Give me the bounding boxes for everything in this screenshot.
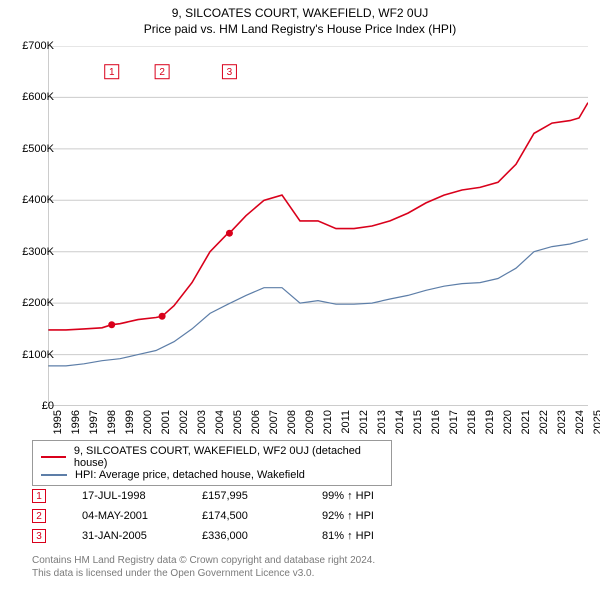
x-tick-label: 2004 (214, 410, 226, 434)
x-tick-label: 2021 (520, 410, 532, 434)
chart-page: 9, SILCOATES COURT, WAKEFIELD, WF2 0UJ P… (0, 0, 600, 590)
legend-label: HPI: Average price, detached house, Wake… (75, 469, 305, 481)
x-tick-label: 1999 (124, 410, 136, 434)
y-tick-label: £600K (22, 91, 54, 103)
transaction-pct: 81% ↑ HPI (322, 530, 422, 542)
arrow-up-icon: ↑ (347, 510, 353, 522)
x-tick-label: 1998 (106, 410, 118, 434)
transaction-marker-dot (108, 321, 115, 328)
y-tick-label: £400K (22, 194, 54, 206)
chart-subtitle: Price paid vs. HM Land Registry's House … (0, 20, 600, 40)
table-row: 3 31-JAN-2005 £336,000 81% ↑ HPI (32, 526, 422, 546)
series-hpi (48, 239, 588, 366)
x-tick-label: 2020 (502, 410, 514, 434)
transaction-price: £174,500 (202, 510, 322, 522)
transaction-marker-dot (159, 313, 166, 320)
x-tick-label: 2011 (340, 410, 352, 434)
y-tick-label: £200K (22, 297, 54, 309)
x-tick-label: 2003 (196, 410, 208, 434)
transactions-table: 1 17-JUL-1998 £157,995 99% ↑ HPI 2 04-MA… (32, 486, 422, 546)
transaction-pct: 99% ↑ HPI (322, 490, 422, 502)
y-tick-label: £700K (22, 40, 54, 52)
x-tick-label: 2008 (286, 410, 298, 434)
x-tick-label: 2025 (592, 410, 600, 434)
legend-item-hpi: HPI: Average price, detached house, Wake… (41, 469, 383, 481)
y-tick-label: £300K (22, 246, 54, 258)
x-tick-label: 2005 (232, 410, 244, 434)
x-tick-label: 2001 (160, 410, 172, 434)
x-tick-label: 2000 (142, 410, 154, 434)
x-tick-label: 1996 (70, 410, 82, 434)
transaction-date: 31-JAN-2005 (82, 530, 202, 542)
x-tick-label: 1995 (52, 410, 64, 434)
footer-line: Contains HM Land Registry data © Crown c… (32, 554, 375, 567)
transaction-marker-label: 3 (227, 67, 233, 78)
arrow-up-icon: ↑ (347, 530, 353, 542)
x-tick-label: 2024 (574, 410, 586, 434)
transaction-badge: 1 (32, 489, 46, 503)
x-tick-label: 2007 (268, 410, 280, 434)
chart-svg: 1 2 3 (48, 46, 588, 406)
x-tick-label: 2013 (376, 410, 388, 434)
transaction-marker-label: 2 (159, 67, 165, 78)
chart-title: 9, SILCOATES COURT, WAKEFIELD, WF2 0UJ (0, 0, 600, 20)
x-tick-label: 2018 (466, 410, 478, 434)
x-tick-label: 2002 (178, 410, 190, 434)
legend-swatch-property (41, 456, 66, 458)
transaction-date: 04-MAY-2001 (82, 510, 202, 522)
x-tick-label: 2009 (304, 410, 316, 434)
footer-line: This data is licensed under the Open Gov… (32, 567, 375, 580)
chart-area: 1 2 3 (48, 46, 588, 406)
transaction-marker-dot (226, 230, 233, 237)
transaction-pct: 92% ↑ HPI (322, 510, 422, 522)
transaction-price: £157,995 (202, 490, 322, 502)
legend-swatch-hpi (41, 474, 67, 476)
legend: 9, SILCOATES COURT, WAKEFIELD, WF2 0UJ (… (32, 440, 392, 486)
x-tick-label: 2014 (394, 410, 406, 434)
transaction-badge: 2 (32, 509, 46, 523)
legend-item-property: 9, SILCOATES COURT, WAKEFIELD, WF2 0UJ (… (41, 445, 383, 469)
x-tick-label: 2012 (358, 410, 370, 434)
transaction-marker-label: 1 (109, 67, 115, 78)
x-tick-label: 2022 (538, 410, 550, 434)
table-row: 1 17-JUL-1998 £157,995 99% ↑ HPI (32, 486, 422, 506)
transaction-price: £336,000 (202, 530, 322, 542)
x-tick-label: 2016 (430, 410, 442, 434)
x-tick-label: 1997 (88, 410, 100, 434)
x-tick-label: 2019 (484, 410, 496, 434)
x-tick-label: 2006 (250, 410, 262, 434)
arrow-up-icon: ↑ (347, 490, 353, 502)
x-tick-label: 2015 (412, 410, 424, 434)
table-row: 2 04-MAY-2001 £174,500 92% ↑ HPI (32, 506, 422, 526)
y-tick-label: £100K (22, 349, 54, 361)
x-tick-label: 2023 (556, 410, 568, 434)
series-property (48, 103, 588, 330)
x-tick-label: 2010 (322, 410, 334, 434)
x-tick-label: 2017 (448, 410, 460, 434)
y-tick-label: £500K (22, 143, 54, 155)
legend-label: 9, SILCOATES COURT, WAKEFIELD, WF2 0UJ (… (74, 445, 383, 469)
transaction-date: 17-JUL-1998 (82, 490, 202, 502)
transaction-badge: 3 (32, 529, 46, 543)
footer: Contains HM Land Registry data © Crown c… (32, 554, 375, 580)
